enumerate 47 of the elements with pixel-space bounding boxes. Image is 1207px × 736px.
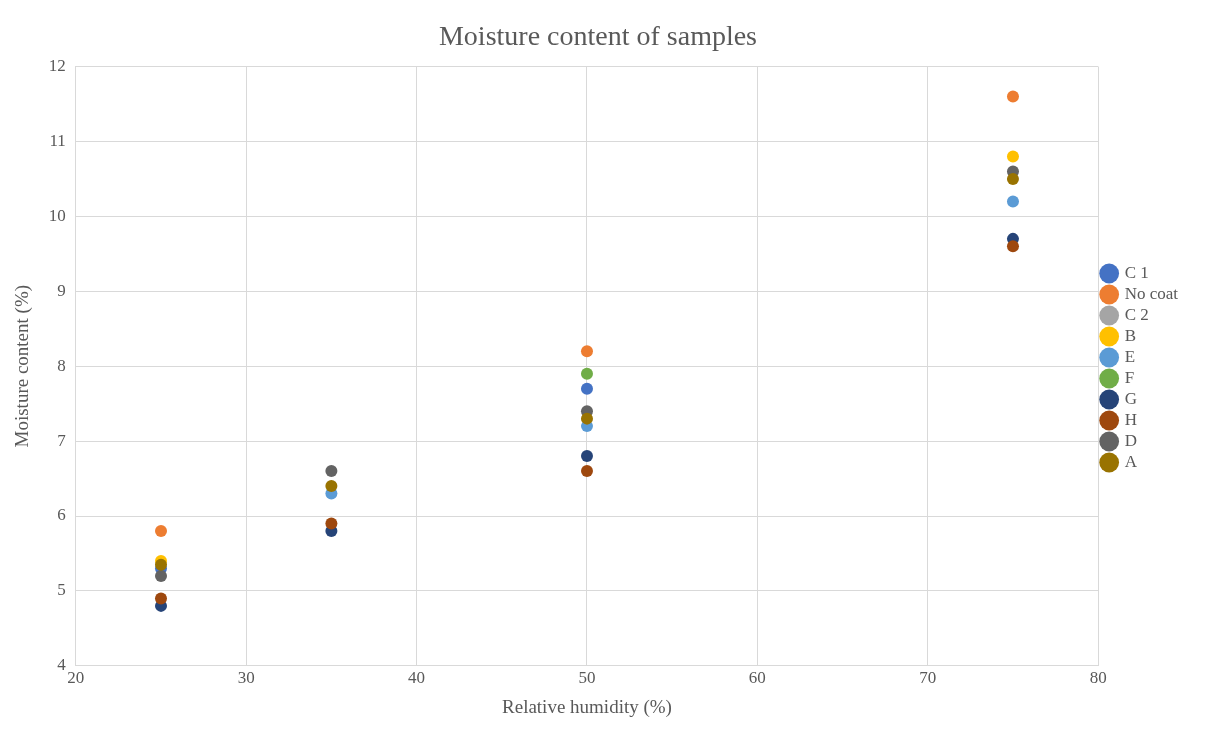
- y-tick-label: 7: [57, 430, 67, 450]
- legend-label: D: [1124, 430, 1137, 450]
- point: [325, 480, 338, 493]
- point: [580, 367, 593, 380]
- legend-label: H: [1124, 409, 1137, 429]
- point: [155, 592, 167, 605]
- legend-label: C 1: [1124, 262, 1149, 282]
- y-tick-label: 5: [57, 580, 66, 600]
- point: [580, 382, 593, 395]
- legend-label: E: [1124, 346, 1136, 366]
- point: [580, 345, 593, 358]
- point: [1006, 172, 1019, 185]
- x-tick-label: 30: [237, 668, 255, 688]
- y-axis-title: Moisture content (%): [11, 284, 34, 448]
- y-tick-label: 8: [57, 355, 66, 375]
- legend-label: No coat: [1124, 283, 1179, 303]
- legend-label: G: [1124, 388, 1137, 408]
- x-tick-label: 80: [1089, 668, 1107, 688]
- point: [580, 412, 593, 425]
- x-tick-label: 50: [578, 668, 596, 688]
- y-tick-label: 6: [57, 505, 66, 525]
- y-tick-label: 10: [48, 205, 66, 225]
- x-axis-title: Relative humidity (%): [502, 695, 672, 718]
- y-tick-label: 9: [57, 280, 66, 300]
- chart-title: Moisture content of samples: [438, 20, 758, 52]
- point: [155, 524, 167, 537]
- y-tick-label: 11: [49, 130, 66, 150]
- x-tick-label: 20: [67, 668, 85, 688]
- point: [1006, 195, 1019, 208]
- point: [325, 517, 338, 530]
- y-tick-label: 4: [57, 655, 67, 675]
- legend-label: F: [1124, 367, 1135, 387]
- x-tick-label: 70: [919, 668, 937, 688]
- point: [155, 569, 167, 582]
- legend-label: B: [1124, 325, 1136, 345]
- point: [325, 465, 338, 478]
- point: [155, 558, 167, 571]
- point: [1006, 240, 1019, 253]
- y-tick-label: 12: [48, 56, 66, 76]
- point: [1006, 150, 1019, 163]
- x-tick-label: 40: [408, 668, 426, 688]
- x-tick-label: 60: [748, 668, 766, 688]
- point: [1006, 90, 1019, 103]
- legend-label: A: [1124, 451, 1138, 471]
- legend-label: C 2: [1124, 304, 1149, 324]
- point: [580, 450, 593, 463]
- point: [580, 465, 593, 478]
